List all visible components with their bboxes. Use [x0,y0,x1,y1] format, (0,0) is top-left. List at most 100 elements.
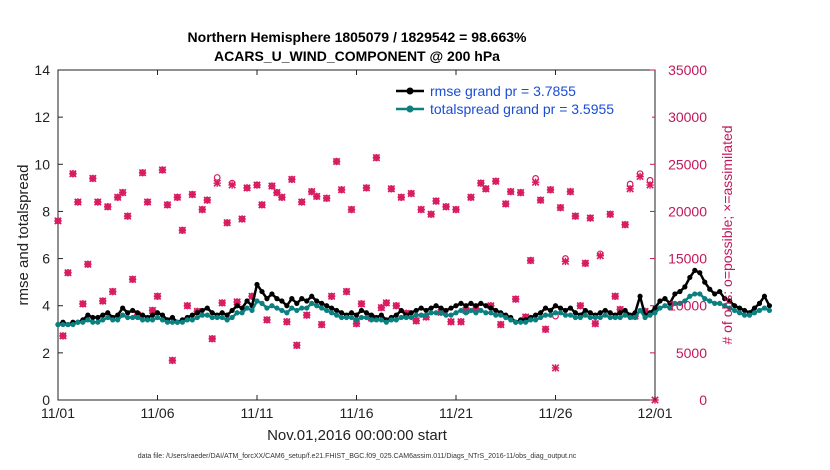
rmse-point [130,307,136,314]
obs-assimilated-marker [566,187,575,196]
totalspread-point [508,317,514,323]
totalspread-point [115,317,121,323]
rmse-point [393,312,399,318]
rmse-point [120,305,126,311]
totalspread-point [607,314,613,321]
rmse-point [488,305,494,311]
totalspread-point [657,305,663,311]
totalspread-point [139,317,146,323]
obs-assimilated-marker [89,174,97,183]
rmse-point [458,300,464,306]
totalspread-point [592,314,598,321]
totalspread-point [289,305,295,311]
obs-assimilated-marker [238,215,246,223]
totalspread-point [468,307,474,314]
rmse-point [189,312,195,318]
rmse-point [105,310,111,316]
obs-assimilated-marker [94,198,102,206]
rmse-point [552,303,559,309]
totalspread-point [199,312,205,318]
rmse-point [334,307,340,314]
rmse-point [602,307,608,314]
obs-assimilated-marker [158,166,167,174]
obs-assimilated-marker [312,192,321,201]
x-tick-label: 11/06 [141,405,175,421]
totalspread-point [478,307,484,314]
totalspread-point [169,319,176,325]
rmse-point [204,305,210,311]
totalspread-point [274,305,280,311]
totalspread-point [125,314,131,321]
obs-assimilated-marker [322,194,331,202]
totalspread-point [732,307,738,314]
rmse-point [751,305,758,311]
rmse-point [269,291,275,297]
obs-assimilated-marker [511,295,520,303]
obs-assimilated-marker [293,341,301,350]
plot-area [57,69,656,401]
totalspread-point [682,298,688,304]
obs-assimilated-marker [188,190,197,199]
totalspread-point [184,317,190,323]
rmse-point [338,310,345,316]
rmse-point [418,305,424,311]
obs-assimilated-marker [626,185,634,193]
rmse-point [622,307,628,314]
rmse-point [607,310,613,316]
obs-assimilated-marker [302,311,311,319]
y-tick-label-left: 4 [42,298,50,314]
totalspread-point [75,319,81,325]
obs-assimilated-marker [372,153,381,162]
obs-assimilated-marker [118,188,127,197]
rmse-point [547,307,554,314]
obs-assimilated-marker [173,193,182,202]
rmse-point [149,312,156,318]
totalspread-point [413,312,419,318]
totalspread-point [602,312,608,318]
totalspread-point [353,317,360,323]
x-tick-label: 11/21 [439,405,473,421]
totalspread-point [135,314,141,321]
totalspread-point [348,314,355,321]
y-tick-label-right: 10000 [668,298,707,314]
rmse-point [617,310,623,316]
obs-assimilated-marker [228,181,236,189]
obs-assimilated-marker [427,210,435,219]
rmse-point [478,300,484,306]
obs-assimilated-marker [382,299,391,307]
totalspread-point [533,317,539,323]
totalspread-point [727,305,733,311]
rmse-point [299,296,305,302]
totalspread-point [403,314,409,321]
x-axis-label: Nov.01,2016 00:00:00 start [267,427,448,444]
rmse-point [229,307,235,314]
totalspread-point [249,307,255,314]
obs-assimilated-marker [143,198,152,206]
ticks-layer: 11/01 11/06 11/11 11/16 11/21 11/26 12/01 0 2 4 6 8… [34,62,707,421]
rmse-point [284,303,290,309]
totalspread-point [458,307,464,314]
obs-assimilated-marker [298,198,306,206]
totalspread-point [498,312,504,318]
totalspread-point [85,317,91,323]
rmse-point [533,312,539,318]
rmse-point [537,310,544,316]
obs-assimilated-marker [561,257,570,266]
totalspread-point [90,319,96,325]
totalspread-point [144,317,151,323]
obs-assimilated-marker [243,184,251,192]
obs-assimilated-marker [218,299,226,307]
totalspread-point [393,317,399,323]
rmse-point [702,279,708,285]
obs-assimilated-marker [497,320,505,329]
totalspread-point [547,312,554,318]
rmse-point [493,307,499,314]
totalspread-point [239,310,245,316]
y-tick-label-right: 35000 [668,62,707,78]
rmse-point [289,296,295,302]
totalspread-point [149,317,156,323]
totalspread-point [523,319,529,325]
totalspread-point [617,314,623,321]
totalspread-point [712,300,718,306]
totalspread-point [329,310,335,316]
